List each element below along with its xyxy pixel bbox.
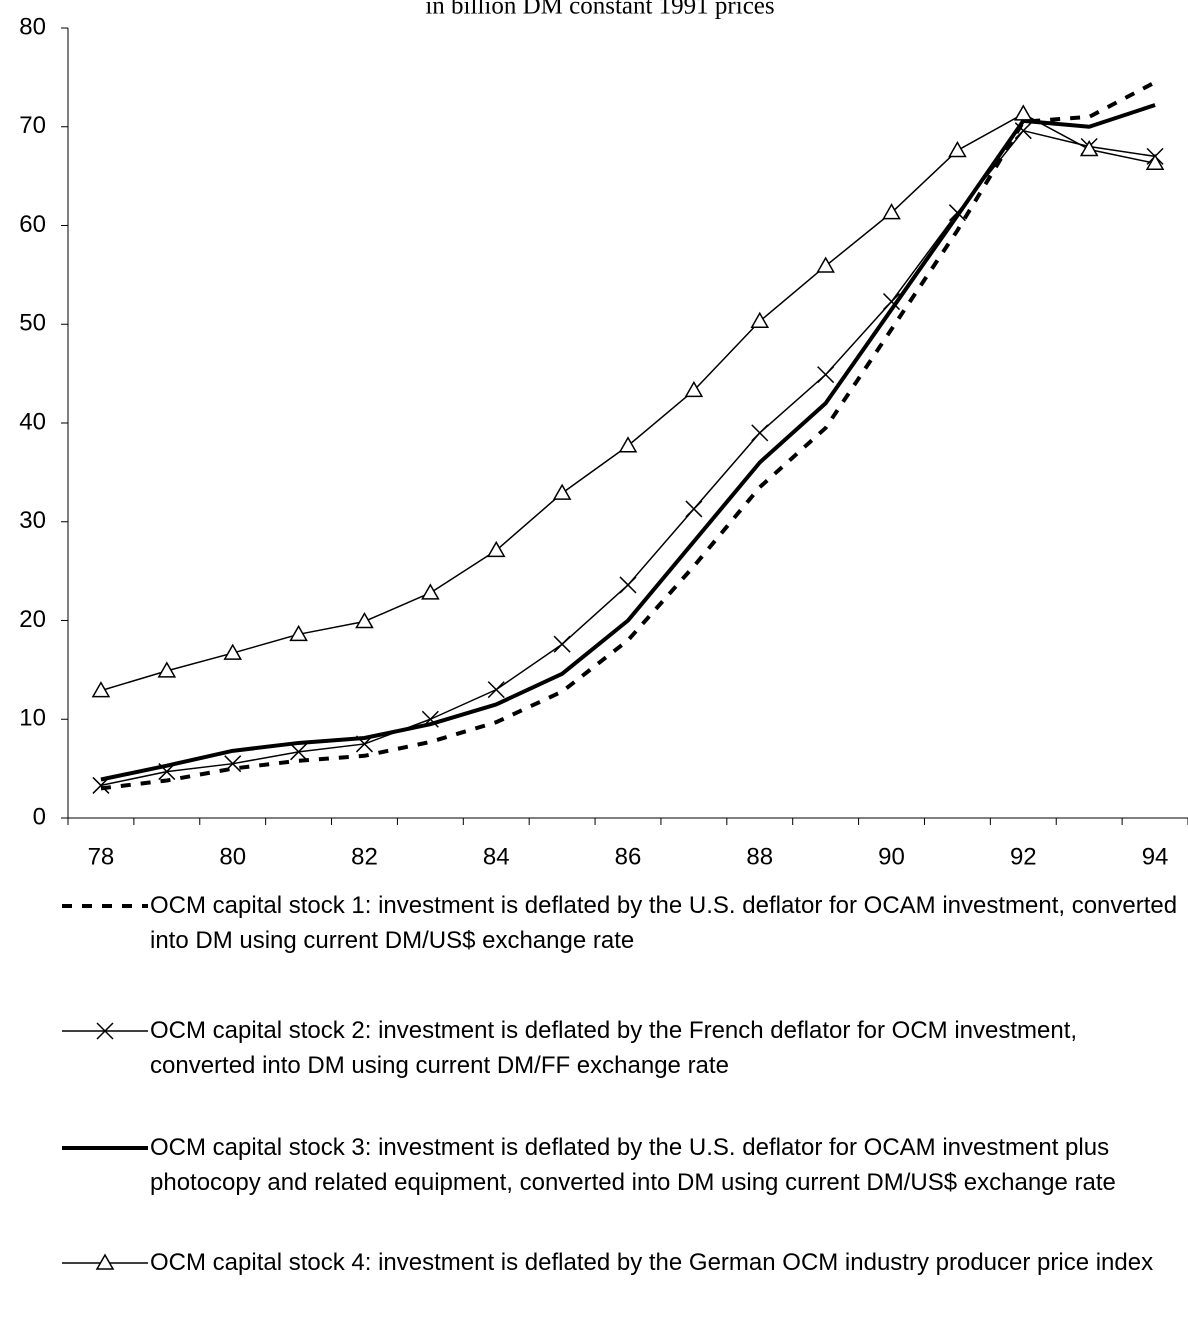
y-tick-label: 0 <box>33 803 46 830</box>
y-tick-label: 40 <box>19 408 46 435</box>
x-tick-label: 86 <box>615 843 642 870</box>
marker <box>619 576 637 594</box>
marker <box>882 293 901 311</box>
legend-swatch <box>62 1146 148 1150</box>
y-tick-label: 60 <box>19 211 46 238</box>
legend-label: OCM capital stock 4: investment is defla… <box>150 1249 1154 1276</box>
x-tick-label: 80 <box>219 843 246 870</box>
x-tick-label: 84 <box>483 843 510 870</box>
series-line <box>100 103 1156 782</box>
marker <box>1079 139 1099 157</box>
legend-item: OCM capital stock 1: investment is defla… <box>60 888 1180 958</box>
chart-title: in billion DM constant 1991 prices <box>425 0 774 20</box>
marker <box>290 743 308 761</box>
marker <box>1013 104 1033 121</box>
marker <box>816 256 835 273</box>
marker <box>1145 153 1165 171</box>
marker <box>685 500 703 518</box>
marker <box>552 483 572 500</box>
marker <box>289 624 308 642</box>
marker <box>948 140 967 158</box>
x-tick-label: 88 <box>746 843 773 870</box>
marker <box>91 681 111 698</box>
y-tick-label: 50 <box>19 310 46 337</box>
marker <box>96 1022 114 1040</box>
y-tick-label: 30 <box>19 507 46 534</box>
legend-swatch <box>62 1022 148 1040</box>
legend-label: OCM capital stock 1: investment is defla… <box>150 892 1178 954</box>
marker <box>553 635 571 653</box>
legend-item: OCM capital stock 3: investment is defla… <box>60 1130 1180 1200</box>
series-line <box>100 129 1156 787</box>
legend-label: OCM capital stock 3: investment is defla… <box>150 1134 1116 1196</box>
marker <box>882 203 901 220</box>
marker <box>355 611 374 629</box>
x-tick-label: 78 <box>88 843 115 870</box>
marker <box>750 311 770 329</box>
marker <box>817 366 835 384</box>
legend-swatch <box>62 1253 148 1270</box>
marker <box>421 583 440 600</box>
marker <box>487 681 505 699</box>
x-tick-label: 94 <box>1142 843 1169 870</box>
marker <box>751 424 769 442</box>
legend-item: OCM capital stock 2: investment is defla… <box>60 1013 1180 1083</box>
legend-label: OCM capital stock 2: investment is defla… <box>150 1017 1078 1079</box>
legend-item: OCM capital stock 4: investment is defla… <box>60 1245 1180 1280</box>
chart: in billion DM constant 1991 prices 0 10 20… <box>19 0 1188 870</box>
marker <box>486 540 506 558</box>
y-tick-label: 70 <box>19 112 46 139</box>
marker <box>223 643 242 660</box>
marker <box>618 436 638 453</box>
series-line <box>100 80 1156 791</box>
marker <box>224 755 242 773</box>
y-tick-label: 10 <box>19 705 46 732</box>
x-tick-label: 82 <box>351 843 378 870</box>
y-tick-label: 80 <box>19 13 46 40</box>
series-line <box>100 113 1156 692</box>
y-tick-label: 20 <box>19 606 46 633</box>
x-tick-label: 90 <box>878 843 905 870</box>
marker <box>157 661 177 678</box>
x-tick-label: 92 <box>1010 843 1037 870</box>
legend-swatch <box>62 904 148 908</box>
marker <box>95 1253 115 1270</box>
marker <box>684 380 704 398</box>
